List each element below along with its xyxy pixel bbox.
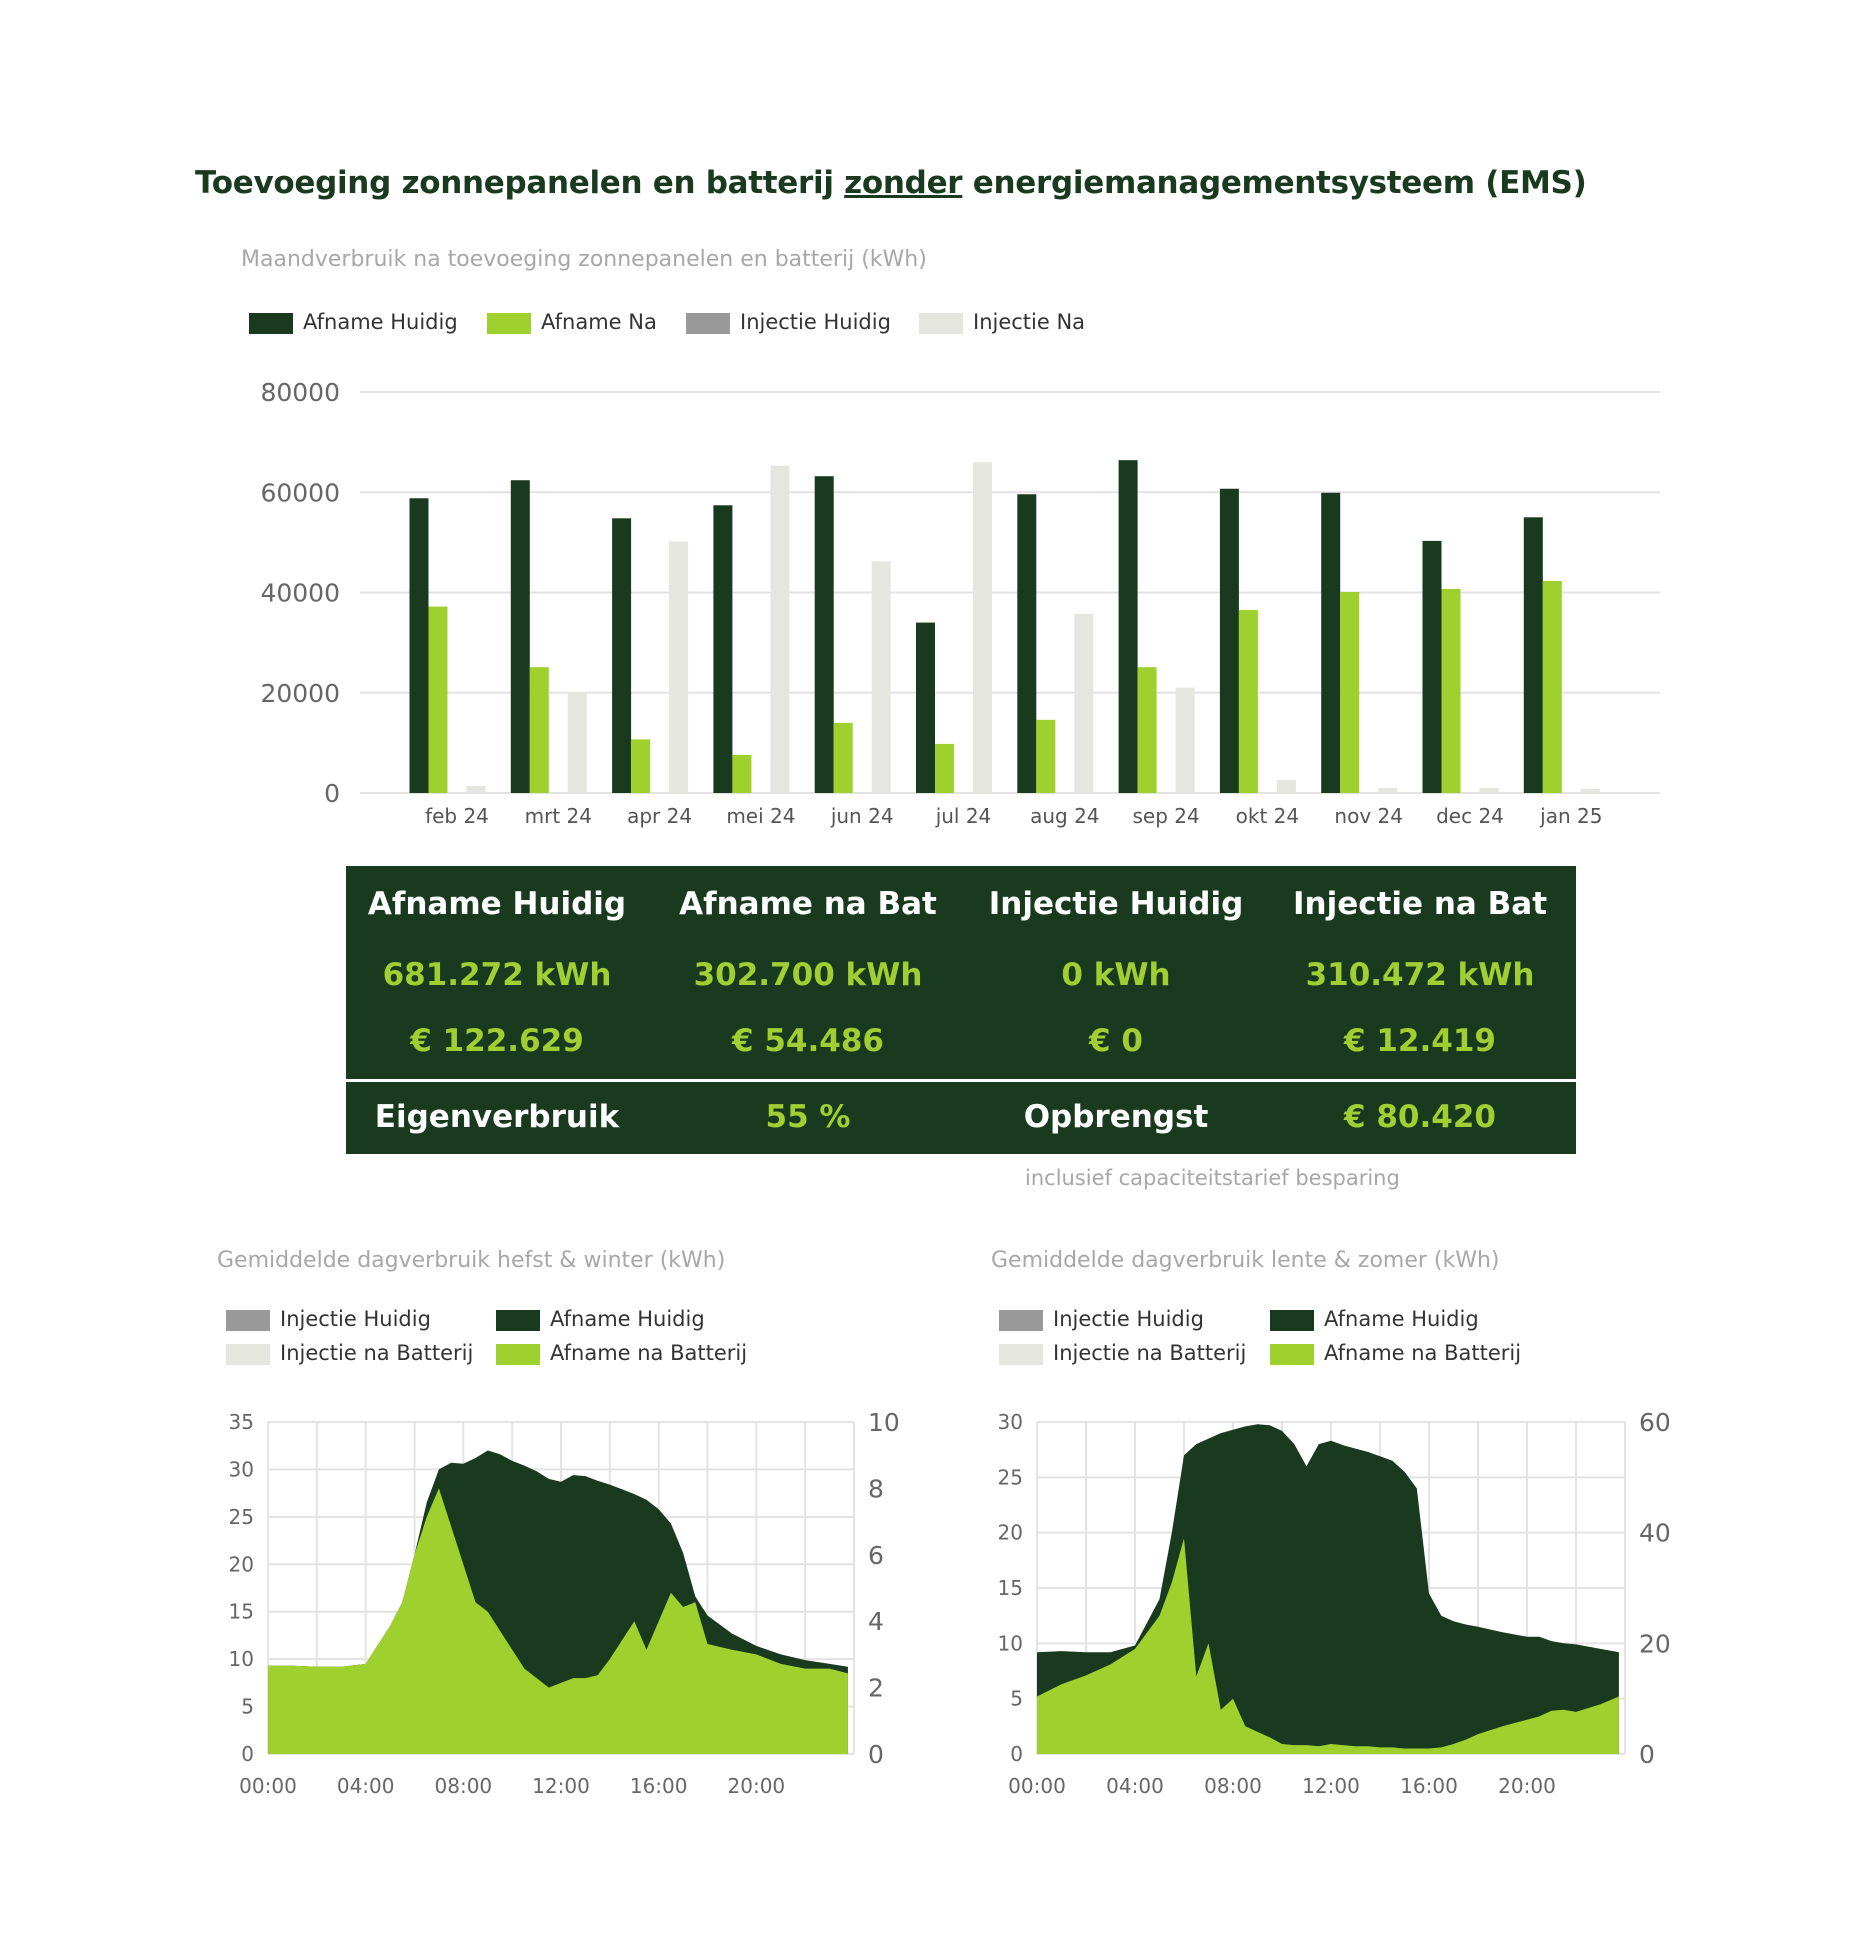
- x-tick-label: 08:00: [1204, 1774, 1262, 1798]
- y-right-tick-label: 0: [1639, 1740, 1655, 1769]
- x-tick-label: 20:00: [1498, 1774, 1556, 1798]
- y-right-tick-label: 20: [1639, 1629, 1671, 1658]
- y-right-tick-label: 40: [1639, 1519, 1671, 1548]
- x-tick-label: 12:00: [1302, 1774, 1360, 1798]
- y-left-tick-label: 0: [1010, 1742, 1023, 1766]
- y-left-tick-label: 30: [998, 1410, 1023, 1434]
- y-left-tick-label: 15: [998, 1576, 1023, 1600]
- x-tick-label: 16:00: [1400, 1774, 1458, 1798]
- y-left-tick-label: 25: [998, 1465, 1023, 1489]
- y-right-tick-label: 60: [1639, 1408, 1671, 1437]
- x-tick-label: 00:00: [1008, 1774, 1066, 1798]
- y-left-tick-label: 10: [998, 1631, 1023, 1655]
- x-tick-label: 04:00: [1106, 1774, 1164, 1798]
- y-left-tick-label: 5: [1010, 1687, 1023, 1711]
- y-left-tick-label: 20: [998, 1521, 1023, 1545]
